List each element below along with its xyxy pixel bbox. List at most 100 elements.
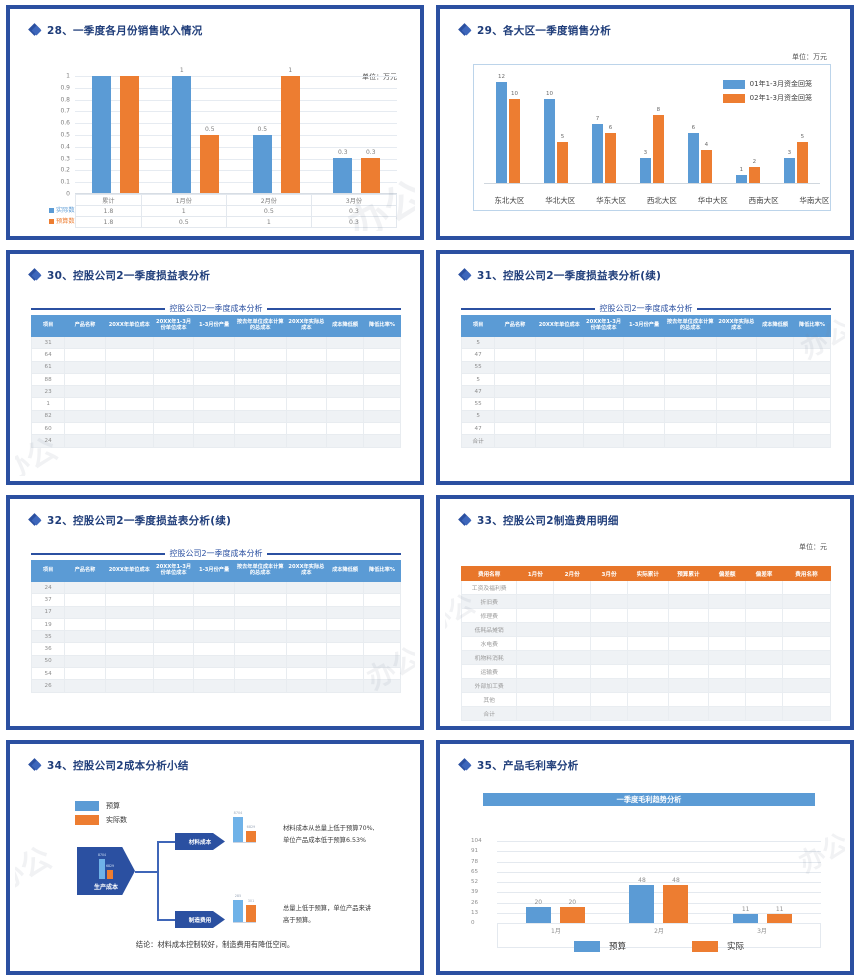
mini-bar-chart-material: 8704 6829: [233, 811, 256, 843]
data-table-28: 实际数 预算数 累计 1月份 2月份 3月份 1.8 1: [49, 194, 398, 228]
legend-item: 02年1-3月资金回笼: [722, 93, 812, 103]
slide-title-31: 31、控股公司2一季度损益表分析(续): [445, 259, 845, 283]
bar-y01: 3: [639, 150, 651, 184]
plot-area-35: 104 91 78 65 52 39 26 13 0 20 20 48 48: [471, 838, 821, 926]
plot-area-29: 12 10 10 5 7 6: [484, 73, 820, 184]
table-row: 外部加工费: [460, 678, 832, 693]
table-caption-32: 控股公司2一季度成本分析: [31, 548, 401, 559]
unit-label-29: 单位：万元: [792, 53, 827, 61]
table-row: 合计: [460, 706, 832, 721]
legend-29: 01年1-3月资金回笼 02年1-3月资金回笼: [722, 79, 812, 107]
legend-item-budget: 预算: [573, 940, 626, 952]
bar-actual: [91, 76, 111, 193]
table-row: 47: [460, 348, 831, 362]
table-row: 低耗品摊销: [460, 622, 832, 637]
description-expense: 总量上低于预算，单位产品来讲 高于预算。: [283, 905, 372, 924]
bar-group-2月: 48 48: [607, 841, 711, 923]
table-row: 55: [460, 360, 831, 374]
table-row: 5: [460, 409, 831, 424]
slide-title-32: 32、控股公司2一季度损益表分析(续): [15, 504, 415, 528]
bar-group-1月份: 1 0.5: [156, 67, 237, 193]
x-tick-label: 1月: [551, 928, 561, 935]
divider: [266, 307, 401, 310]
x-tick-label: 3月: [757, 928, 767, 935]
bar-group-累计: [75, 76, 156, 193]
table-row: 1.8 0.5 1 0.3: [75, 216, 398, 228]
bar-group-华南大区: 3 5: [772, 73, 820, 184]
bar-y01: 7: [591, 116, 603, 184]
slide-title-28: 28、一季度各月份销售收入情况: [15, 14, 415, 38]
slide-28: 28、一季度各月份销售收入情况 单位：万元 1 0.9 0.8 0.7 0.6 …: [0, 0, 430, 245]
x-tick-label: 华北大区: [545, 196, 576, 205]
diamond-bullet-icon: [458, 268, 472, 282]
legend-item-actual: 实际数: [49, 205, 75, 216]
bar-actual: 1: [172, 67, 192, 193]
table-row: 运输费: [460, 664, 832, 679]
table-row: 23: [30, 385, 401, 399]
table-row: 26: [30, 679, 401, 693]
table-row: 折旧费: [460, 594, 832, 609]
slide-title-33: 33、控股公司2制造费用明细: [445, 504, 845, 528]
series-legend-28: 实际数 预算数: [49, 205, 75, 227]
data-table-32: 项目 产品名称 20XX年单位成本 20XX年1-3月份单位成本 1-3月份产量…: [30, 560, 401, 711]
bar-budget: 11: [733, 906, 759, 923]
table-row: 61: [30, 360, 401, 374]
table-header-row: 项目 产品名称 20XX年单位成本 20XX年1-3月份单位成本 1-3月份产量…: [460, 315, 831, 337]
legend-swatch-icon: [49, 207, 54, 213]
table-row: 47: [460, 422, 831, 436]
table-row: 机物料消耗: [460, 650, 832, 665]
table-caption-31: 控股公司2一季度成本分析: [461, 303, 831, 314]
table-row: 36: [30, 642, 401, 656]
legend-swatch-icon: [49, 218, 54, 224]
unit-label-28: 单位：万元: [362, 73, 397, 81]
divider: [31, 552, 166, 555]
table-caption-30: 控股公司2一季度成本分析: [31, 303, 401, 314]
bar-actual: 20: [559, 899, 585, 923]
table-row: 1: [30, 397, 401, 411]
bar-budget: 0.3: [361, 149, 381, 193]
legend-34: 预算 实际数: [75, 801, 127, 829]
bar-y02: 10: [508, 91, 520, 184]
bar-budget: [119, 76, 139, 193]
slide-title-29: 29、各大区一季度销售分析: [445, 14, 845, 38]
bar-y02: 4: [700, 142, 712, 184]
table-row: 19: [30, 617, 401, 632]
node-production-cost[interactable]: 8704 6829 生产成本: [77, 847, 135, 895]
connector: [157, 841, 177, 843]
table-header-row: 费用名称 1月份 2月份 3月份 实际累计 预算累计 偏差额 偏差率 费用名称: [460, 566, 832, 581]
diamond-bullet-icon: [458, 513, 472, 527]
table-row: 水电费: [460, 636, 832, 651]
mini-bar-chart-icon: 8704 6829: [98, 853, 114, 879]
slide-title-30: 30、控股公司2一季度损益表分析: [15, 259, 415, 283]
bar-y01: 1: [735, 167, 747, 184]
legend-35: 预算 实际: [498, 940, 820, 952]
table-header-row: 项目 产品名称 20XX年单位成本 20XX年1-3月份单位成本 1-3月份产量…: [30, 315, 401, 337]
legend-item-actual: 实际数: [75, 815, 127, 825]
bar-group-3月份: 0.3 0.3: [317, 76, 398, 193]
diamond-bullet-icon: [28, 23, 42, 37]
bar-group-东北大区: 12 10: [484, 73, 532, 184]
conclusion-text: 结论：材料成本控制较好，制造费用有降低空间。: [135, 940, 295, 949]
x-tick-label: 华南大区: [799, 196, 830, 205]
table-row: 82: [30, 409, 401, 424]
legend-swatch-icon: [75, 801, 99, 811]
watermark: 办公: [15, 840, 58, 900]
bar-group-华中大区: 6 4: [676, 73, 724, 184]
legend-item: 01年1-3月资金回笼: [722, 79, 812, 89]
bar-group-1月: 20 20: [503, 841, 607, 923]
bar-y01: 10: [543, 91, 555, 184]
node-manufacturing-expense[interactable]: 制造费用: [175, 911, 225, 928]
description-material: 材料成本从总量上低于预算70%, 单位产品成本低于预算6.53%: [283, 825, 375, 844]
bar-group-华北大区: 10 5: [532, 73, 580, 184]
table-row: 工资及福利费: [460, 580, 832, 595]
diamond-bullet-icon: [28, 268, 42, 282]
data-table-33: 费用名称 1月份 2月份 3月份 实际累计 预算累计 偏差额 偏差率 费用名称 …: [460, 566, 832, 721]
connector: [135, 871, 157, 873]
legend-swatch-icon: [692, 940, 718, 952]
mini-bar-chart-expense: 285 301: [233, 894, 256, 923]
table-row: 24: [30, 434, 401, 448]
bar-y01: 6: [687, 125, 699, 184]
node-material-cost[interactable]: 材料成本: [175, 833, 225, 850]
bar-group-3月: 11 11: [711, 841, 815, 923]
